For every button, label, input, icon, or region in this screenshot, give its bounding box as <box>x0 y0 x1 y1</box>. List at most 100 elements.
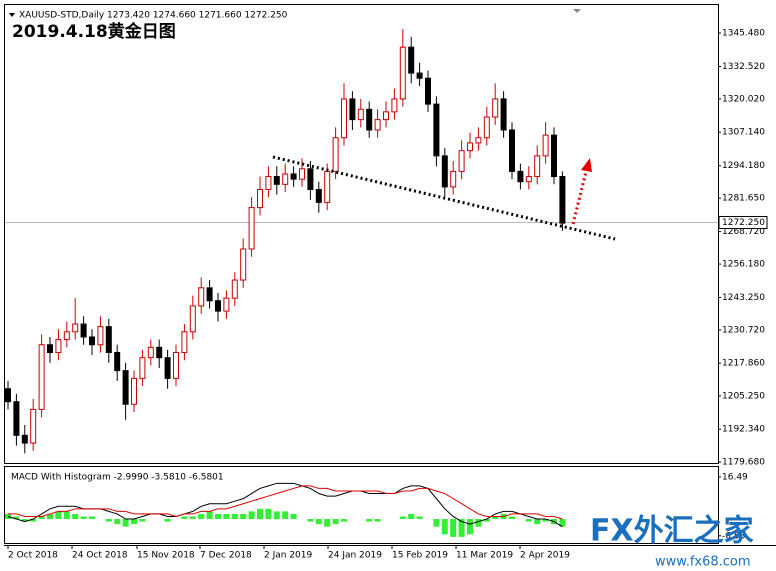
macd-histogram-bar <box>223 513 230 520</box>
x-tick-label: 15 Feb 2019 <box>392 551 448 561</box>
candle-body <box>240 248 247 281</box>
candle-body <box>467 142 473 152</box>
x-tick-label: 24 Jan 2019 <box>328 551 382 561</box>
candle-body <box>55 339 62 353</box>
candle-body <box>433 103 440 157</box>
macd-histogram-bar <box>248 511 255 520</box>
y-tick-label: 1256.180 <box>722 260 765 270</box>
macd-histogram-bar <box>181 516 188 520</box>
x-tick-label: 2 Oct 2018 <box>8 551 58 561</box>
macd-histogram-bar <box>240 513 247 520</box>
x-tick-label: 24 Oct 2018 <box>72 551 128 561</box>
candle-body <box>332 137 339 172</box>
candle-body <box>551 134 557 178</box>
macd-histogram-bar <box>89 516 95 520</box>
candle-body <box>21 434 28 444</box>
macd-histogram-bar <box>215 513 221 520</box>
macd-histogram-bar <box>458 519 465 537</box>
candle-body <box>374 119 381 131</box>
macd-histogram-bar <box>399 516 406 520</box>
macd-histogram-bar <box>122 519 129 527</box>
y-tick-label: 1192.340 <box>722 425 765 435</box>
macd-histogram-bar <box>559 519 566 527</box>
macd-histogram-bar <box>475 519 482 527</box>
y-tick-label: 1205.250 <box>722 391 765 401</box>
candle-body <box>206 287 213 302</box>
macd-histogram-bar <box>164 519 171 522</box>
macd-label: MACD With Histogram -2.9990 -3.5810 -6.5… <box>11 473 224 483</box>
x-tick-label: 7 Dec 2018 <box>200 551 252 561</box>
macd-histogram-bar <box>257 508 263 520</box>
candle-body <box>408 46 415 74</box>
candle-body <box>357 108 364 121</box>
candle-body <box>80 323 87 338</box>
candle-body <box>223 297 230 312</box>
x-tick-label: 15 Nov 2018 <box>137 551 195 561</box>
candle-body <box>525 176 532 183</box>
macd-histogram-bar <box>47 513 53 520</box>
macd-histogram-bar <box>525 519 532 522</box>
candle-body <box>299 168 305 180</box>
y-tick-label: 1294.180 <box>722 161 765 171</box>
candle-body <box>542 134 549 157</box>
candle-body <box>215 300 221 312</box>
macd-histogram-bar <box>492 516 499 520</box>
macd-histogram-bar <box>80 516 87 520</box>
macd-histogram-bar <box>63 511 70 520</box>
candle-body <box>139 357 146 379</box>
candle-body <box>534 155 541 178</box>
macd-histogram-bar <box>509 516 515 520</box>
macd-y-tick-label: 16.49 <box>722 472 748 482</box>
macd-histogram-bar <box>374 519 381 522</box>
candle-body <box>97 326 104 346</box>
macd-histogram-bar <box>21 519 28 522</box>
macd-histogram-bar <box>114 519 121 525</box>
macd-histogram-bar <box>450 519 457 537</box>
macd-histogram-bar <box>72 513 79 520</box>
macd-histogram-bar <box>273 511 280 520</box>
candle-body <box>13 401 20 436</box>
candle-body <box>231 279 238 299</box>
macd-histogram-bar <box>189 516 196 520</box>
candle-body <box>173 351 179 379</box>
current-price-label: 1272.250 <box>722 218 765 228</box>
macd-histogram-bar <box>38 516 45 520</box>
candle-body <box>450 170 457 188</box>
macd-histogram-bar <box>324 519 331 527</box>
x-tick-label: 2 Jan 2019 <box>264 551 312 561</box>
candle-body <box>265 176 272 190</box>
trend-line <box>272 155 616 241</box>
candle-body <box>383 111 389 121</box>
x-tick-label: 11 Mar 2019 <box>456 551 513 561</box>
macd-histogram-bar <box>5 513 11 520</box>
macd-histogram-bar <box>467 519 473 535</box>
y-tick-label: 1281.650 <box>722 194 765 204</box>
macd-histogram-bar <box>483 519 490 522</box>
y-tick-label: 1320.020 <box>722 94 765 104</box>
macd-histogram-bar <box>542 519 549 522</box>
candle-body <box>366 108 373 131</box>
macd-y-tick-label: -6.58 <box>722 531 746 541</box>
candle-body <box>5 388 11 403</box>
candle-body <box>282 173 289 185</box>
y-tick-label: 1179.680 <box>722 458 765 468</box>
candle-body <box>156 346 163 359</box>
y-tick-label: 1307.140 <box>722 128 765 138</box>
candle-body <box>164 357 171 379</box>
macd-histogram-bar <box>265 508 272 520</box>
candle-body <box>248 207 255 250</box>
candle-body <box>307 168 314 190</box>
macd-histogram-bar <box>534 519 541 525</box>
current-price-box <box>718 215 768 229</box>
candle-body <box>492 98 499 118</box>
candle-body <box>114 351 121 372</box>
chart-title: 2019.4.18黄金日图 <box>12 21 176 42</box>
candle-body <box>63 331 70 341</box>
candle-body <box>72 323 79 333</box>
macd-histogram-bar <box>206 511 213 520</box>
macd-histogram-bar <box>332 519 339 525</box>
candle-body <box>47 344 53 353</box>
candle-body <box>181 331 188 353</box>
candle-body <box>38 344 45 410</box>
